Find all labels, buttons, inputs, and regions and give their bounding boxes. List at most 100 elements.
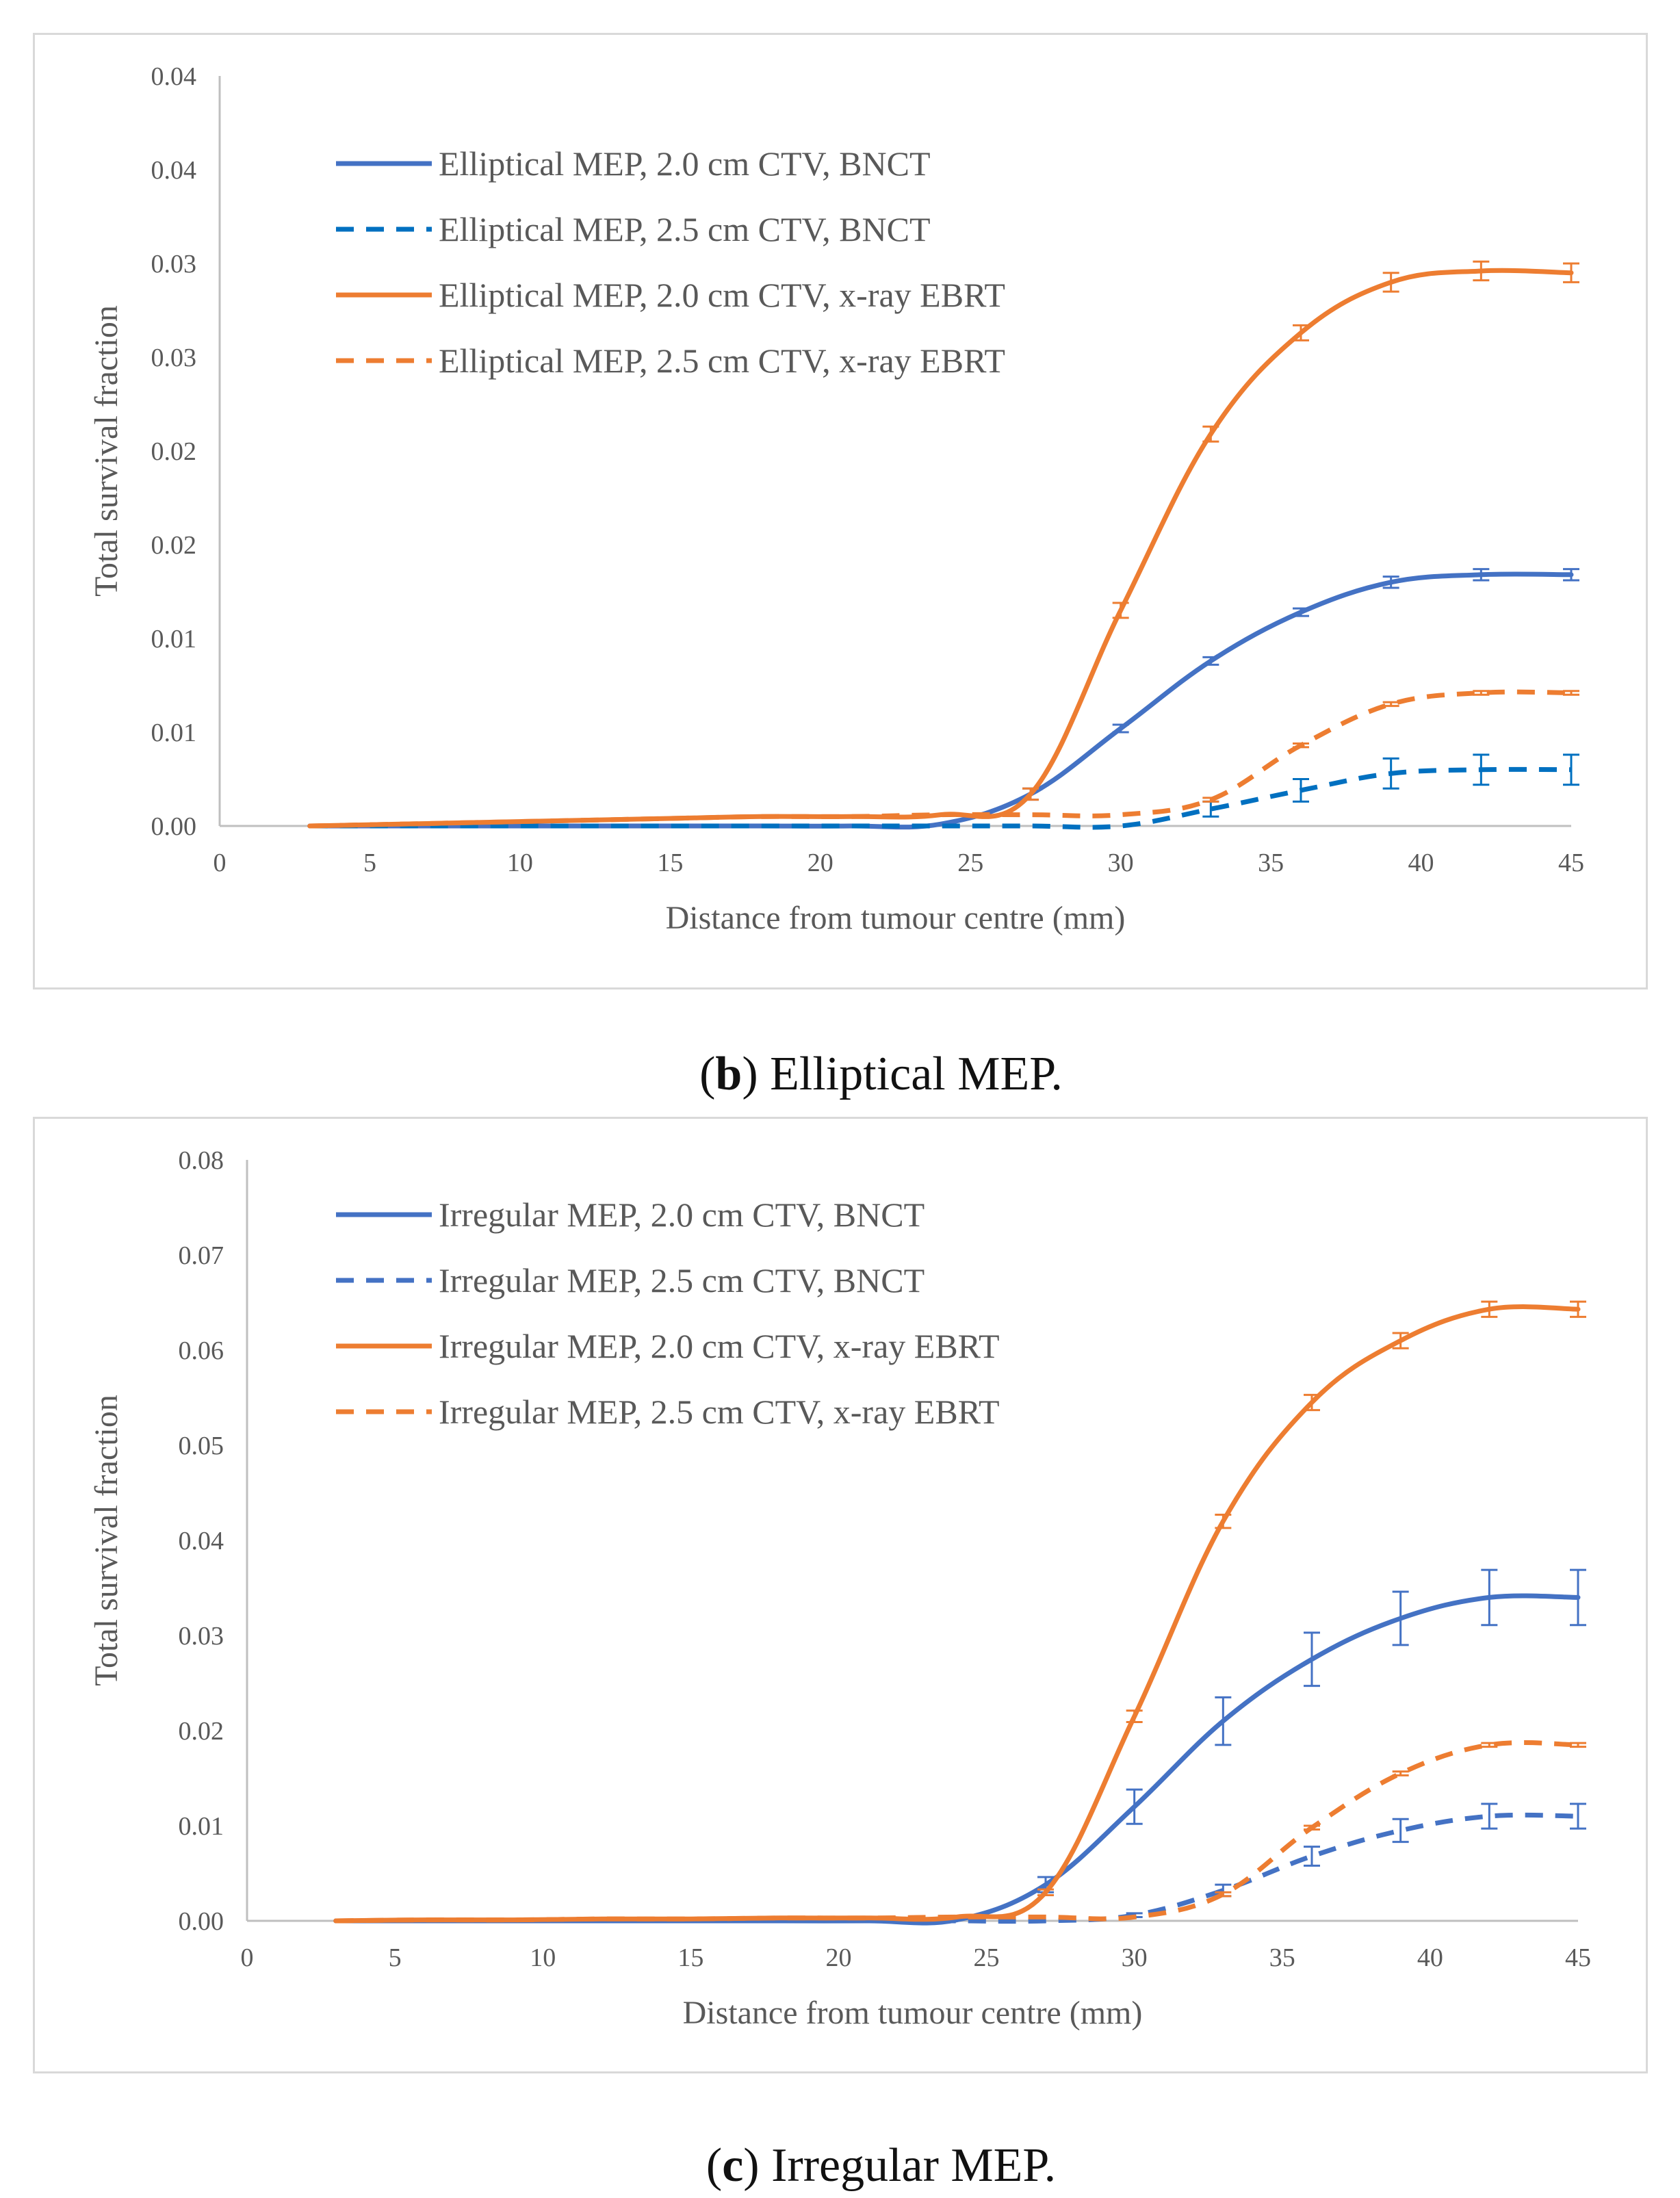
y-tick-label: 0.04 [179,1527,224,1555]
error-bar [1563,753,1579,786]
series-line [307,268,1574,829]
caption-letter: b [715,1048,742,1100]
error-bar [1304,1846,1320,1867]
series-line [309,766,1572,830]
error-bar [1304,1393,1320,1412]
error-bar [1563,690,1579,696]
legend-label: Elliptical MEP, 2.5 cm CTV, x-ray EBRT [439,341,1005,380]
chart-elliptical-svg: 0.00 0.01 0.01 0.02 0.02 0.03 0.03 0.04 0.04 0 5 10… [88,62,1584,936]
series-2 [335,1802,1586,1924]
x-tick-label: 15 [677,1943,703,1972]
legend-label: Elliptical MEP, 2.5 cm CTV, BNCT [439,210,931,248]
y-axis-title: Total survival fraction [88,1395,125,1686]
x-tick-label: 30 [1108,849,1134,877]
series-4 [335,1740,1586,1924]
x-tick-label: 40 [1408,849,1434,877]
error-bar [1202,656,1219,666]
error-bar [1570,1300,1586,1318]
error-bar [1392,1590,1409,1646]
error-bar [1304,1631,1320,1688]
caption-elliptical: (b) Elliptical MEP. [699,1048,1063,1100]
series-2 [309,753,1579,830]
x-tick-label: 15 [657,849,683,877]
error-bar [1126,1788,1143,1825]
y-tick-label: 0.05 [179,1432,224,1460]
error-bar [1481,1802,1498,1830]
caption-text: Elliptical MEP. [770,1048,1063,1100]
legend-label: Irregular MEP, 2.5 cm CTV, BNCT [439,1261,925,1300]
x-tick-label: 20 [807,849,833,877]
x-tick-label: 25 [974,1943,1000,1972]
error-bar [1481,1568,1498,1627]
error-bar [1563,262,1579,283]
legend-label: Irregular MEP, 2.5 cm CTV, x-ray EBRT [439,1393,1000,1431]
caption-letter: c [722,2139,744,2192]
error-bar [1215,1513,1232,1529]
error-bar [1126,1709,1143,1723]
legend-label: Irregular MEP, 2.0 cm CTV, BNCT [439,1195,925,1234]
legend-label: Elliptical MEP, 2.0 cm CTV, BNCT [439,144,931,183]
error-bar [1112,723,1129,734]
y-tick-label: 0.03 [151,250,197,279]
x-tick-label: 25 [957,849,983,877]
x-tick-label: 35 [1258,849,1284,877]
y-tick-label: 0.06 [179,1336,224,1365]
error-bar [1392,1770,1409,1776]
series-line [307,571,1574,830]
error-bar [1293,324,1309,341]
error-bar [1022,787,1039,801]
caption-text: Irregular MEP. [771,2139,1057,2192]
x-tick-label: 45 [1565,1943,1591,1972]
legend-label: Elliptical MEP, 2.0 cm CTV, x-ray EBRT [439,276,1005,314]
series-line [309,689,1572,829]
x-tick-label: 10 [507,849,533,877]
y-tick-label: 0.04 [151,62,197,91]
error-bar [1215,1891,1232,1898]
x-tick-label: 5 [363,849,376,877]
chart-panel-irregular: 0.00 0.01 0.02 0.03 0.04 0.05 0.06 0.07 0.08 0 5 10… [33,1117,1648,2073]
chart-irregular-svg: 0.00 0.01 0.02 0.03 0.04 0.05 0.06 0.07 0.08 0 5 10… [88,1146,1591,2031]
error-bar [1481,1300,1498,1318]
y-tick-label: 0.00 [179,1907,224,1936]
y-tick-label: 0.04 [151,156,197,185]
y-tick-label: 0.01 [151,625,197,654]
y-tick-label: 0.03 [151,344,197,372]
y-tick-label: 0.07 [179,1241,224,1270]
error-bar [1392,1332,1409,1349]
error-bar [1037,1888,1054,1896]
y-tick-label: 0.02 [179,1717,224,1746]
x-tick-label: 30 [1122,1943,1148,1972]
error-bar [1293,607,1309,617]
caption-irregular: (c) Irregular MEP. [706,2139,1057,2192]
y-tick-label: 0.00 [151,812,197,841]
error-bar [1304,1824,1320,1831]
series-4 [309,689,1579,829]
error-bar [1293,742,1309,749]
error-bar [1202,797,1219,803]
series-line [333,1593,1581,1926]
error-bar [1382,701,1399,708]
chart-panel-elliptical: 0.00 0.01 0.01 0.02 0.02 0.03 0.03 0.04 0.04 0 5 10… [33,33,1648,990]
error-bar [1473,260,1490,282]
error-bar [1392,1818,1409,1844]
series-line [335,1812,1579,1924]
x-tick-label: 5 [389,1943,402,1972]
y-tick-label: 0.01 [151,719,197,747]
x-tick-label: 45 [1558,849,1584,877]
series-3 [307,260,1579,829]
x-tick-label: 0 [214,849,227,877]
y-tick-label: 0.08 [179,1146,224,1175]
error-bar [1215,1696,1232,1746]
error-bar [1473,690,1490,696]
error-bar [1570,1568,1586,1627]
y-tick-label: 0.01 [179,1812,224,1841]
error-bar [1382,272,1399,293]
x-tick-label: 0 [241,1943,254,1972]
x-axis-title: Distance from tumour centre (mm) [683,1995,1143,2031]
error-bar [1202,425,1219,443]
error-bar [1563,568,1579,582]
y-axis-title: Total survival fraction [88,305,125,597]
y-tick-label: 0.03 [179,1622,224,1651]
x-axis-title: Distance from tumour centre (mm) [666,900,1126,936]
legend-label: Irregular MEP, 2.0 cm CTV, x-ray EBRT [439,1327,1000,1365]
